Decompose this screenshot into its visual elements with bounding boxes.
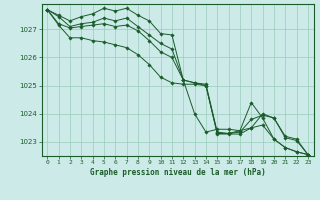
X-axis label: Graphe pression niveau de la mer (hPa): Graphe pression niveau de la mer (hPa) [90, 168, 266, 177]
